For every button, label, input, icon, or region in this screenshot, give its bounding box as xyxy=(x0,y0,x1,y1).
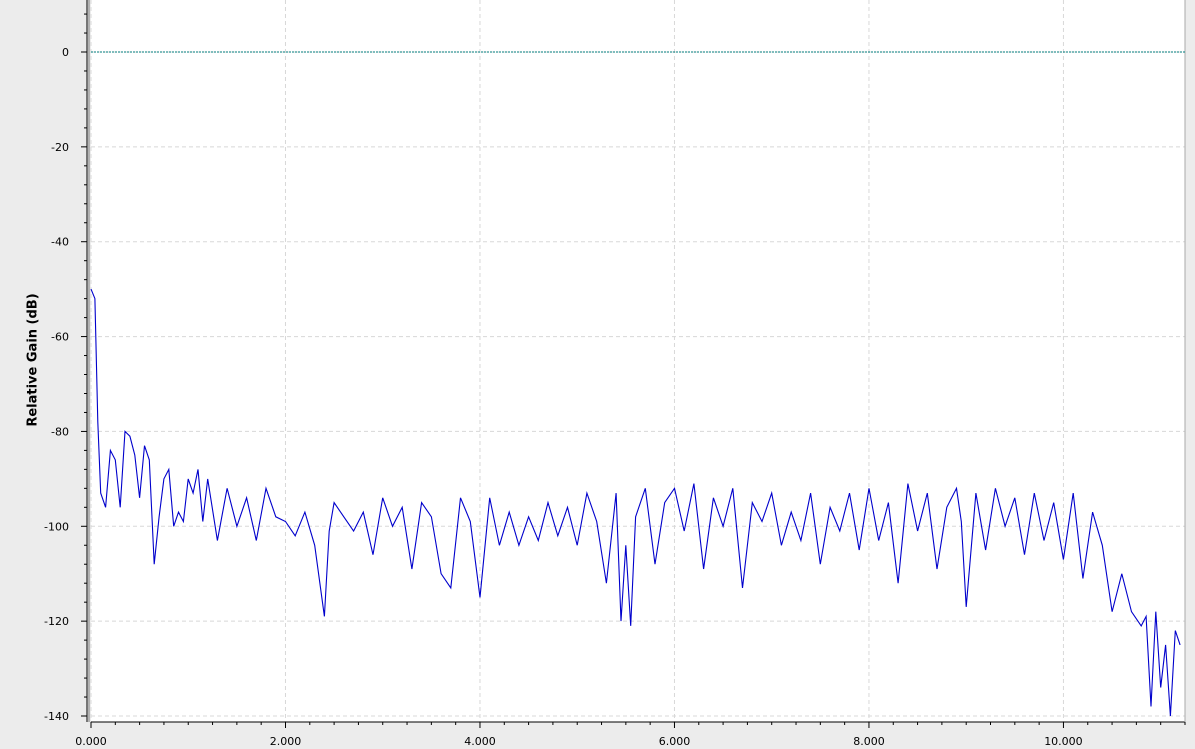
y-tick-label: -120 xyxy=(44,615,69,628)
x-tick-label: 4.000 xyxy=(464,735,496,748)
x-tick-label: 8.000 xyxy=(853,735,885,748)
y-tick-label: -140 xyxy=(44,710,69,723)
x-tick-label: 10.000 xyxy=(1044,735,1083,748)
plot-area xyxy=(91,0,1185,722)
y-tick-label: -100 xyxy=(44,520,69,533)
y-tick-label: 0 xyxy=(62,46,69,59)
y-tick-label: -80 xyxy=(51,425,69,438)
y-tick-label: -40 xyxy=(51,236,69,249)
y-tick-label: -20 xyxy=(51,141,69,154)
x-tick-label: 2.000 xyxy=(270,735,302,748)
x-tick-label: 6.000 xyxy=(659,735,691,748)
y-tick-label: -60 xyxy=(51,331,69,344)
x-tick-label: 0.000 xyxy=(75,735,107,748)
gain-series-line xyxy=(90,288,1181,717)
